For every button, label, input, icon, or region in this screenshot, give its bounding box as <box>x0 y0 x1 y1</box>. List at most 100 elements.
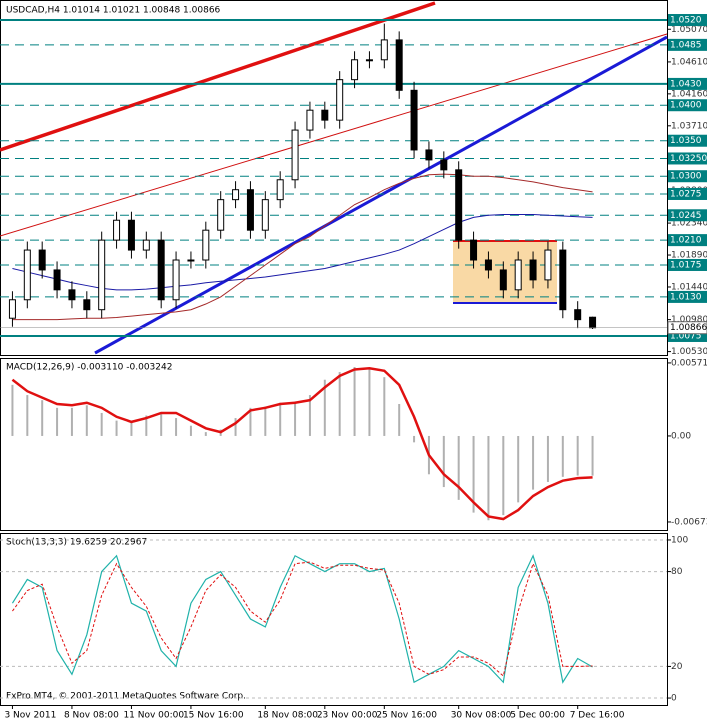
candle-body <box>291 129 299 181</box>
level-tag <box>668 187 707 200</box>
level-tag <box>668 258 707 271</box>
candle-body <box>23 249 31 301</box>
trendline <box>94 35 668 355</box>
candle-body <box>246 189 254 231</box>
moving-average <box>12 214 593 291</box>
level-label: 1.0520 <box>670 16 702 26</box>
x-tick-label: 11 Nov 00:00 <box>123 711 184 721</box>
y-tick-label: 1.05070 <box>671 25 707 35</box>
candle-body <box>410 89 418 151</box>
level-tag <box>668 234 707 247</box>
x-tick-label: 5 Dec 00:00 <box>510 711 565 721</box>
candle-body <box>172 259 180 301</box>
candle-body <box>142 239 150 251</box>
candle-body <box>113 219 121 241</box>
y-tick-label: 0.00 <box>671 431 691 441</box>
level-tag <box>668 99 707 112</box>
stoch-signal <box>12 561 593 677</box>
y-tick-label: 1.00530 <box>671 347 707 357</box>
candle-body <box>306 109 314 131</box>
candle-body <box>217 199 225 231</box>
candle-body <box>127 219 135 251</box>
x-tick-label: 15 Nov 16:00 <box>183 711 244 721</box>
x-tick-label: 18 Nov 08:00 <box>257 711 318 721</box>
level-tag <box>668 152 707 165</box>
level-label: 1.0430 <box>670 79 702 89</box>
candle-body <box>544 249 552 281</box>
candle-body <box>365 59 373 62</box>
level-label: 1.0400 <box>670 101 702 111</box>
footer: FxPro MT4, © 2001-2011 MetaQuotes Softwa… <box>6 692 246 702</box>
y-tick-label: 0.005714 <box>671 358 707 368</box>
level-tag <box>668 77 707 90</box>
level-tag <box>668 14 707 27</box>
current-price-tag <box>667 321 707 335</box>
level-label: 1.0130 <box>670 292 702 302</box>
stoch-title: Stoch(13,3,3) 19.6259 20.2967 <box>6 538 147 548</box>
y-tick-label: 1.04610 <box>671 57 707 67</box>
level-label: 1.0075 <box>670 331 702 341</box>
candle-body <box>470 239 478 261</box>
level-label: 1.03250 <box>670 154 707 164</box>
x-tick-label: 23 Nov 00:00 <box>317 711 378 721</box>
candle-body <box>440 159 448 171</box>
candle-body <box>351 59 359 81</box>
level-tag <box>668 209 707 222</box>
trendline <box>0 1 436 152</box>
x-tick-label: 8 Nov 08:00 <box>64 711 119 721</box>
level-tag <box>668 38 707 51</box>
level-label: 1.0175 <box>670 260 702 270</box>
level-label: 1.0210 <box>670 236 702 246</box>
moving-average <box>12 173 593 321</box>
current-price-label: 1.00866 <box>670 323 707 333</box>
x-tick-label: 7 Dec 16:00 <box>570 711 625 721</box>
candle-body <box>589 316 597 329</box>
y-tick-label: 1.04160 <box>671 89 707 99</box>
candle-body <box>157 239 165 301</box>
macd-title: MACD(12,26,9) -0.003110 -0.003242 <box>6 363 172 373</box>
candle-body <box>232 189 240 201</box>
candle-body <box>425 149 433 161</box>
candle-body <box>559 249 567 311</box>
candle-body <box>380 39 388 61</box>
level-label: 1.0300 <box>670 172 702 182</box>
y-tick-label: -0.006731 <box>671 517 707 527</box>
y-tick-label: 1.01890 <box>671 251 707 261</box>
stoch-panel <box>0 533 668 706</box>
y-tick-label: 1.02340 <box>671 219 707 229</box>
candle-body <box>261 199 269 231</box>
candle-body <box>514 259 522 291</box>
y-tick-label: 20 <box>671 662 683 672</box>
level-label: 1.0485 <box>670 40 702 50</box>
x-tick-label: 30 Nov 08:00 <box>451 711 512 721</box>
level-tag <box>668 290 707 303</box>
candle-body <box>8 299 16 319</box>
candle-body <box>202 229 210 261</box>
level-tag <box>668 170 707 183</box>
level-label: 1.0350 <box>670 136 702 146</box>
y-tick-label: 1.01440 <box>671 282 707 292</box>
macd-signal <box>11 366 593 521</box>
trendline <box>0 33 668 237</box>
candle-body <box>276 179 284 201</box>
candle-body <box>574 309 582 321</box>
x-tick-label: 3 Nov 2011 <box>4 711 56 721</box>
candle-body <box>529 259 537 281</box>
candle-body <box>38 249 46 271</box>
candle-body <box>187 259 195 262</box>
candle-body <box>499 269 507 291</box>
price-title: USDCAD,H4 1.01014 1.01021 1.00848 1.0086… <box>6 6 221 16</box>
level-label: 1.0275 <box>670 189 702 199</box>
y-tick-label: 100 <box>671 535 688 545</box>
candle-body <box>395 39 403 91</box>
x-tick-label: 25 Nov 16:00 <box>376 711 437 721</box>
y-tick-label: 1.00980 <box>671 315 707 325</box>
candle-body <box>53 269 61 291</box>
candle-body <box>455 169 463 241</box>
stoch-main <box>11 554 593 684</box>
candle-body <box>336 79 344 121</box>
candle-body <box>68 289 76 301</box>
y-tick-label: 1.03710 <box>671 121 707 131</box>
level-tag <box>668 134 707 147</box>
